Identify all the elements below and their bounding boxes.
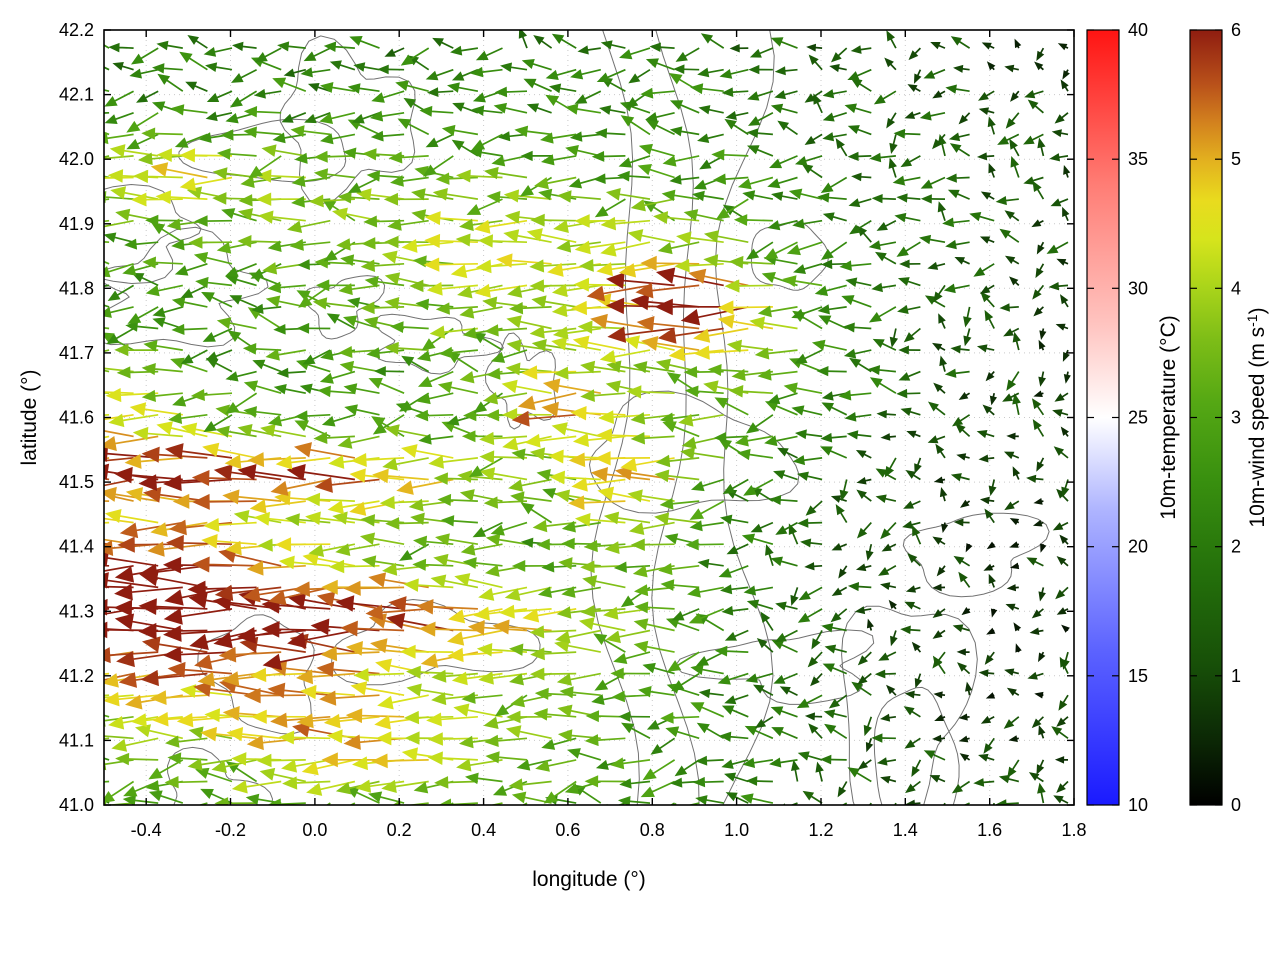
- x-tick-label: 0.8: [640, 820, 665, 840]
- temperature-colorbar-title: 10m-temperature (°C): [1157, 315, 1180, 519]
- windspeed-colorbar-tick-label: 2: [1231, 537, 1241, 557]
- windspeed-colorbar: 0 1 2 3 4 5 6 10m-wind speed (m s-1): [1189, 20, 1269, 815]
- y-tick-label: 41.8: [59, 278, 94, 298]
- windspeed-colorbar-tick-label: 6: [1231, 20, 1241, 40]
- temperature-colorbar-tick-label: 10: [1128, 795, 1148, 815]
- windspeed-colorbar-tick-label: 0: [1231, 795, 1241, 815]
- temperature-colorbar-tick-label: 20: [1128, 537, 1148, 557]
- temperature-colorbar-tick-label: 25: [1128, 408, 1148, 428]
- temperature-colorbar-tick-label: 35: [1128, 149, 1148, 169]
- x-tick-label: 1.0: [724, 820, 749, 840]
- x-tick-label: 0.6: [555, 820, 580, 840]
- x-tick-label: 1.8: [1061, 820, 1086, 840]
- x-tick-label: 1.4: [893, 820, 918, 840]
- x-tick-label: 0.2: [387, 820, 412, 840]
- y-tick-label: 41.6: [59, 408, 94, 428]
- x-tick-label: -0.2: [215, 820, 246, 840]
- x-tick-label: 1.2: [808, 820, 833, 840]
- temperature-colorbar-tick-label: 15: [1128, 666, 1148, 686]
- windspeed-colorbar-tick-label: 1: [1231, 666, 1241, 686]
- y-axis-label: latitude (°): [18, 370, 41, 466]
- axis-ticks: [104, 29, 1075, 806]
- y-tick-label: 41.2: [59, 666, 94, 686]
- y-tick-label: 41.3: [59, 601, 94, 621]
- temperature-colorbar-tick-label: 40: [1128, 20, 1148, 40]
- y-tick-label: 41.9: [59, 214, 94, 234]
- temperature-colorbar: 10 15 20 25 30 35 40 10m-temperature (°C): [1086, 20, 1180, 815]
- windspeed-colorbar-tick-label: 3: [1231, 408, 1241, 428]
- x-axis-label: longitude (°): [532, 868, 645, 891]
- x-tick-label: -0.4: [131, 820, 162, 840]
- y-tick-label: 41.4: [59, 537, 94, 557]
- temperature-colorbar-tick-label: 30: [1128, 278, 1148, 298]
- windspeed-colorbar-tick-label: 5: [1231, 149, 1241, 169]
- y-tick-label: 42.2: [59, 20, 94, 40]
- y-tick-label: 41.5: [59, 472, 94, 492]
- windspeed-colorbar-tick-label: 4: [1231, 278, 1241, 298]
- x-tick-label: 0.0: [302, 820, 327, 840]
- y-tick-label: 41.7: [59, 343, 94, 363]
- y-tick-label: 41.0: [59, 795, 94, 815]
- y-tick-label: 42.0: [59, 149, 94, 169]
- wind-vectors: [104, 30, 1071, 805]
- y-tick-label: 42.1: [59, 85, 94, 105]
- x-tick-label: 1.6: [977, 820, 1002, 840]
- y-tick-label: 41.1: [59, 730, 94, 750]
- x-tick-label: 0.4: [471, 820, 496, 840]
- windspeed-colorbar-title: 10m-wind speed (m s-1): [1244, 307, 1269, 527]
